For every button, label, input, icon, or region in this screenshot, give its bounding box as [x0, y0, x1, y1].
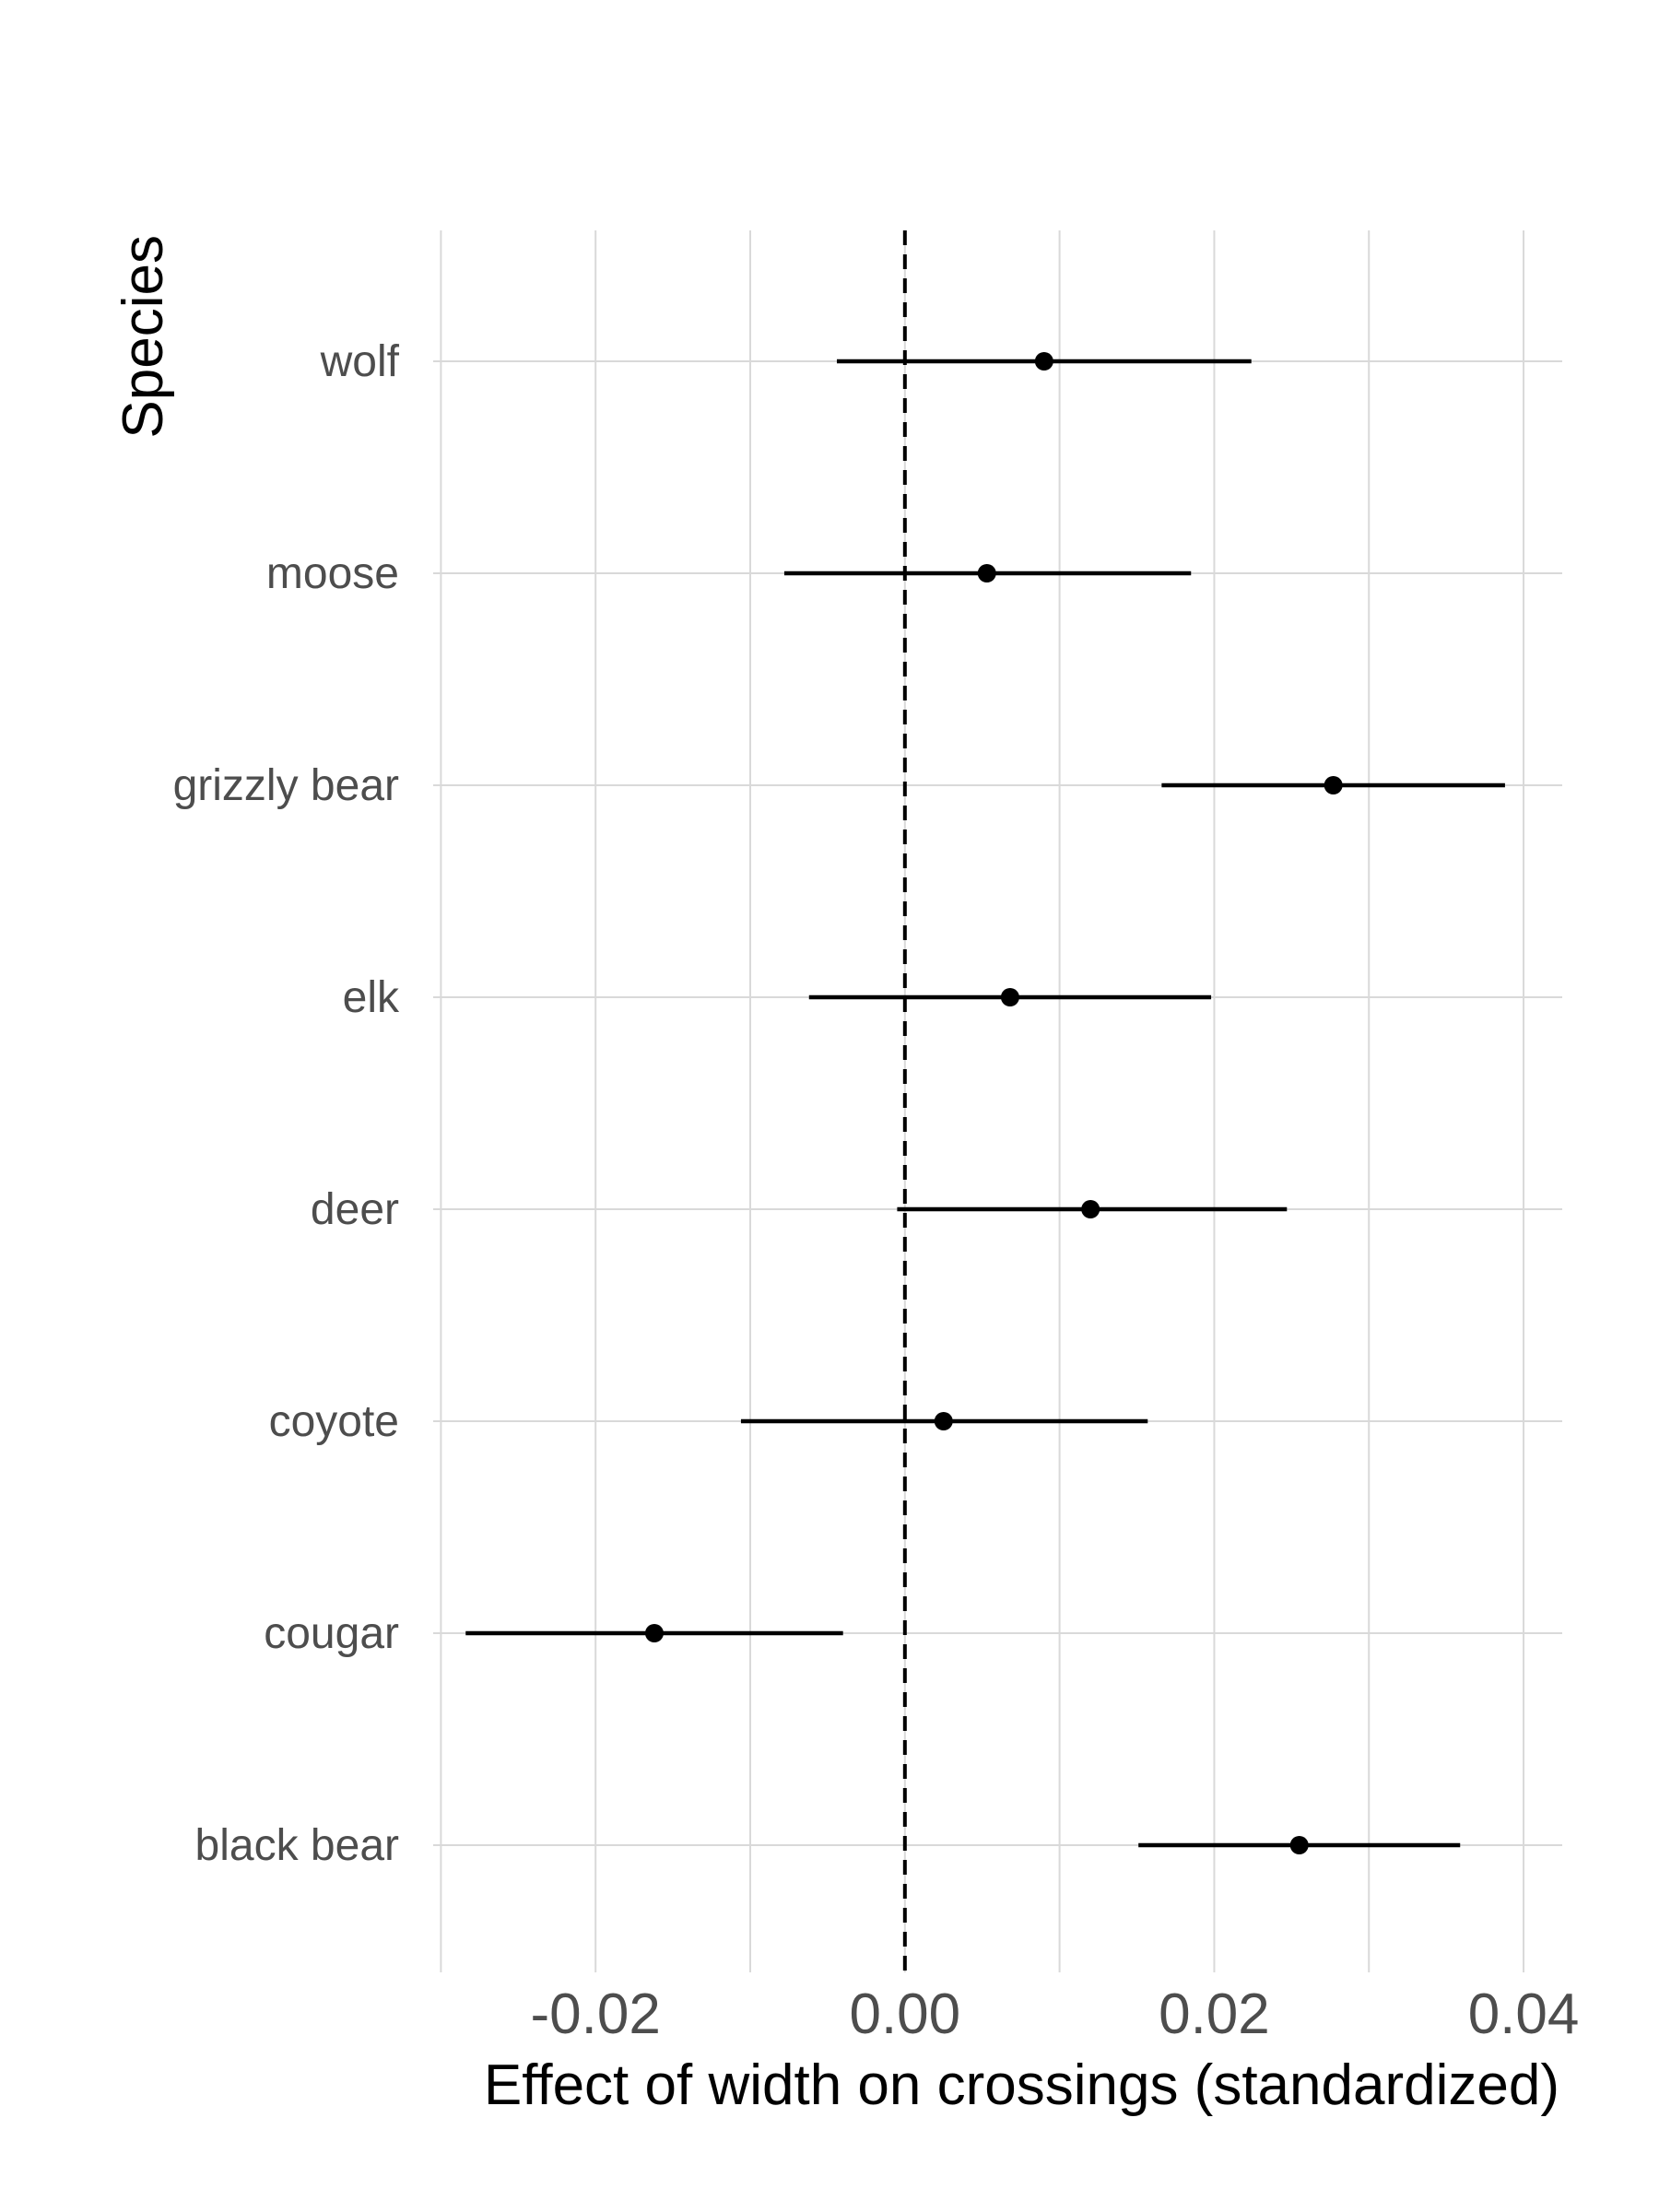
y-tick-label: moose — [266, 549, 399, 598]
point-estimates — [644, 352, 1343, 1854]
point-grizzly-bear — [1324, 776, 1343, 794]
y-tick-label: cougar — [264, 1609, 399, 1658]
minor-gridlines-x — [440, 230, 1371, 1972]
x-tick-label: 0.02 — [1159, 1983, 1270, 2046]
point-coyote — [934, 1412, 953, 1430]
y-tick-label: black bear — [195, 1821, 399, 1870]
x-tick-label: 0.04 — [1468, 1983, 1580, 2046]
species-tick-labels: wolf moose grizzly bear elk deer coyote cougar… — [173, 337, 400, 1870]
point-cougar — [644, 1624, 664, 1642]
x-axis-title: Effect of width on crossings (standardiz… — [484, 2053, 1559, 2117]
category-gridlines — [433, 360, 1562, 1846]
point-deer — [1081, 1200, 1100, 1218]
y-tick-label: grizzly bear — [173, 761, 399, 810]
x-tick-label: 0.00 — [849, 1983, 960, 2046]
x-tick-label: -0.02 — [531, 1983, 661, 2046]
point-moose — [977, 564, 996, 582]
y-axis-title: Species — [112, 235, 175, 439]
confidence-intervals — [465, 359, 1505, 1848]
point-elk — [1000, 988, 1019, 1006]
y-tick-label: elk — [343, 973, 400, 1022]
y-tick-label: coyote — [269, 1397, 399, 1446]
point-wolf — [1034, 352, 1053, 371]
point-black-bear — [1289, 1836, 1309, 1854]
x-tick-labels: -0.02 0.00 0.02 0.04 — [531, 1983, 1580, 2046]
y-tick-label: deer — [311, 1185, 399, 1234]
y-tick-label: wolf — [320, 337, 400, 386]
